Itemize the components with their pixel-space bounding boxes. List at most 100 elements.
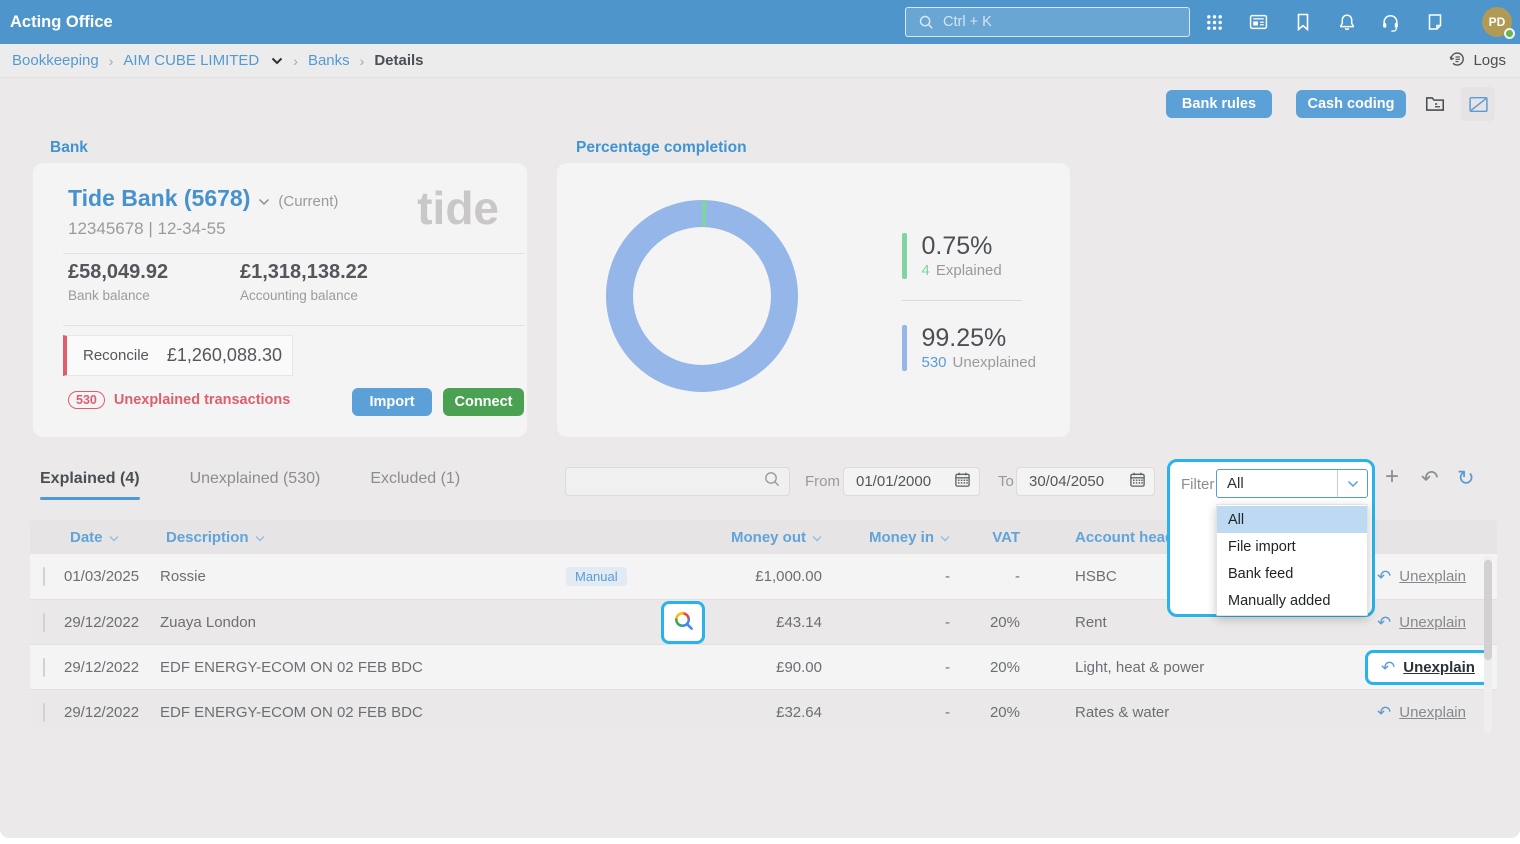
refresh-icon[interactable]: ↻ xyxy=(1457,467,1475,490)
unexplain-highlight-box[interactable]: ↶ Unexplain xyxy=(1365,649,1491,685)
sort-chevron-icon xyxy=(812,535,822,542)
cell-money-out: £43.14 xyxy=(776,613,822,631)
connect-button[interactable]: Connect xyxy=(443,388,524,416)
from-date-value: 01/01/2000 xyxy=(856,473,932,490)
filter-selected-value: All xyxy=(1227,475,1244,492)
column-header-vat[interactable]: VAT xyxy=(992,528,1020,546)
logs-button[interactable]: Logs xyxy=(1448,50,1506,72)
bank-chevron-down-icon[interactable] xyxy=(258,193,270,211)
tab-explained[interactable]: Explained (4) xyxy=(40,470,140,500)
bank-name[interactable]: Tide Bank (5678) xyxy=(68,185,251,211)
app-title: Acting Office xyxy=(10,12,113,31)
unexplained-color-bar xyxy=(902,325,907,371)
completion-donut xyxy=(606,200,798,392)
filter-select[interactable]: All xyxy=(1216,469,1368,498)
cell-account-head: Rates & water xyxy=(1075,703,1170,721)
add-transaction-icon[interactable]: + xyxy=(1385,463,1400,490)
donut-hole xyxy=(633,227,771,365)
column-header-money-in[interactable]: Money in xyxy=(830,529,958,546)
import-button[interactable]: Import xyxy=(352,388,432,416)
folder-icon[interactable] xyxy=(1424,93,1446,120)
cell-money-in: - xyxy=(945,703,950,721)
notifications-bell-icon[interactable] xyxy=(1337,13,1356,32)
transaction-tabs: Explained (4) Unexplained (530) Excluded… xyxy=(40,470,460,500)
table-row[interactable]: 29/12/2022 EDF ENERGY-ECOM ON 02 FEB BDC… xyxy=(30,644,1497,689)
lookup-highlight-box[interactable] xyxy=(661,600,705,644)
filter-option-all[interactable]: All xyxy=(1217,506,1367,533)
unexplain-link[interactable]: Unexplain xyxy=(1399,613,1466,631)
unexplain-link[interactable]: Unexplain xyxy=(1399,703,1466,721)
unexplained-transactions-label: Unexplained transactions xyxy=(113,392,291,408)
table-search-input[interactable] xyxy=(565,467,790,496)
row-checkbox[interactable] xyxy=(43,702,45,722)
sort-chevron-icon xyxy=(255,535,265,542)
cell-money-in: - xyxy=(945,658,950,676)
breadcrumb-details: Details xyxy=(374,52,424,69)
cell-money-in: - xyxy=(945,613,950,631)
row-checkbox[interactable] xyxy=(43,567,45,586)
unexplained-count: 530 xyxy=(921,354,947,372)
breadcrumb-bookkeeping[interactable]: Bookkeeping xyxy=(12,52,99,69)
table-scrollbar[interactable] xyxy=(1484,556,1492,734)
undo-icon: ↶ xyxy=(1377,702,1392,722)
to-label: To xyxy=(998,473,1014,490)
whiteboard-icon[interactable] xyxy=(1461,87,1495,121)
column-header-money-out[interactable]: Money out xyxy=(710,529,830,546)
calendar-icon[interactable] xyxy=(954,471,971,493)
unexplain-link[interactable]: Unexplain xyxy=(1399,568,1466,585)
scrollbar-thumb[interactable] xyxy=(1484,560,1492,660)
filter-option-bank-feed[interactable]: Bank feed xyxy=(1228,565,1294,582)
bank-rules-button[interactable]: Bank rules xyxy=(1166,90,1272,118)
filter-option-file-import[interactable]: File import xyxy=(1228,538,1296,555)
company-chevron-down-icon[interactable] xyxy=(271,57,283,65)
tab-excluded[interactable]: Excluded (1) xyxy=(370,470,461,487)
bookmark-icon[interactable] xyxy=(1293,13,1312,32)
notes-page-icon[interactable] xyxy=(1425,13,1444,32)
undo-icon[interactable]: ↶ xyxy=(1421,467,1439,490)
bank-account-number: 12345678 | 12-34-55 xyxy=(68,219,226,238)
cell-description: Rossie xyxy=(160,568,206,585)
to-date-input[interactable]: 30/04/2050 xyxy=(1016,467,1155,496)
cell-description: Zuaya London xyxy=(160,613,256,631)
global-search-placeholder: Ctrl + K xyxy=(943,14,992,30)
breadcrumb-banks[interactable]: Banks xyxy=(307,52,350,69)
tab-unexplained[interactable]: Unexplained (530) xyxy=(189,470,321,487)
support-headset-icon[interactable] xyxy=(1381,13,1400,32)
cell-vat: 20% xyxy=(989,658,1020,676)
bank-status: (Current) xyxy=(278,193,339,210)
search-icon xyxy=(916,13,935,32)
top-icon-group xyxy=(1205,0,1444,44)
column-header-date[interactable]: Date xyxy=(30,529,160,546)
explained-count: 4 xyxy=(921,262,930,280)
news-icon[interactable] xyxy=(1249,13,1268,32)
breadcrumb-company[interactable]: AIM CUBE LIMITED xyxy=(123,52,260,69)
reconcile-label: Reconcile xyxy=(83,347,149,364)
table-row[interactable]: 29/12/2022 EDF ENERGY-ECOM ON 02 FEB BDC… xyxy=(30,689,1497,734)
filter-option-manually-added[interactable]: Manually added xyxy=(1228,592,1331,609)
global-search-input[interactable]: Ctrl + K xyxy=(905,7,1190,37)
calendar-icon[interactable] xyxy=(1129,471,1146,493)
reconcile-amount: £1,260,088.30 xyxy=(166,345,282,365)
cell-date: 01/03/2025 xyxy=(64,568,140,585)
tide-bank-logo: tide xyxy=(417,182,499,234)
divider xyxy=(63,253,525,254)
from-date-input[interactable]: 01/01/2000 xyxy=(843,467,980,496)
cell-money-in: - xyxy=(945,568,950,585)
chevron-down-icon[interactable] xyxy=(1337,470,1367,497)
unexplain-link[interactable]: Unexplain xyxy=(1403,658,1475,676)
online-status-dot xyxy=(1504,28,1515,39)
avatar-initials: PD xyxy=(1488,15,1506,29)
column-header-account-head[interactable]: Account head xyxy=(1075,528,1175,546)
accounting-balance-value: £1,318,138.22 xyxy=(240,261,368,283)
column-header-description[interactable]: Description xyxy=(160,529,560,546)
apps-grid-icon[interactable] xyxy=(1205,13,1224,32)
row-checkbox[interactable] xyxy=(43,657,45,677)
row-checkbox[interactable] xyxy=(43,612,45,632)
unexplained-label: Unexplained xyxy=(952,354,1036,372)
breadcrumb-bar: Bookkeeping › AIM CUBE LIMITED › Banks ›… xyxy=(0,44,1520,78)
user-avatar[interactable]: PD xyxy=(1482,7,1515,39)
filter-label: Filter xyxy=(1181,475,1215,493)
cash-coding-button[interactable]: Cash coding xyxy=(1296,90,1406,118)
unexplained-count-badge: 530 xyxy=(68,391,105,409)
